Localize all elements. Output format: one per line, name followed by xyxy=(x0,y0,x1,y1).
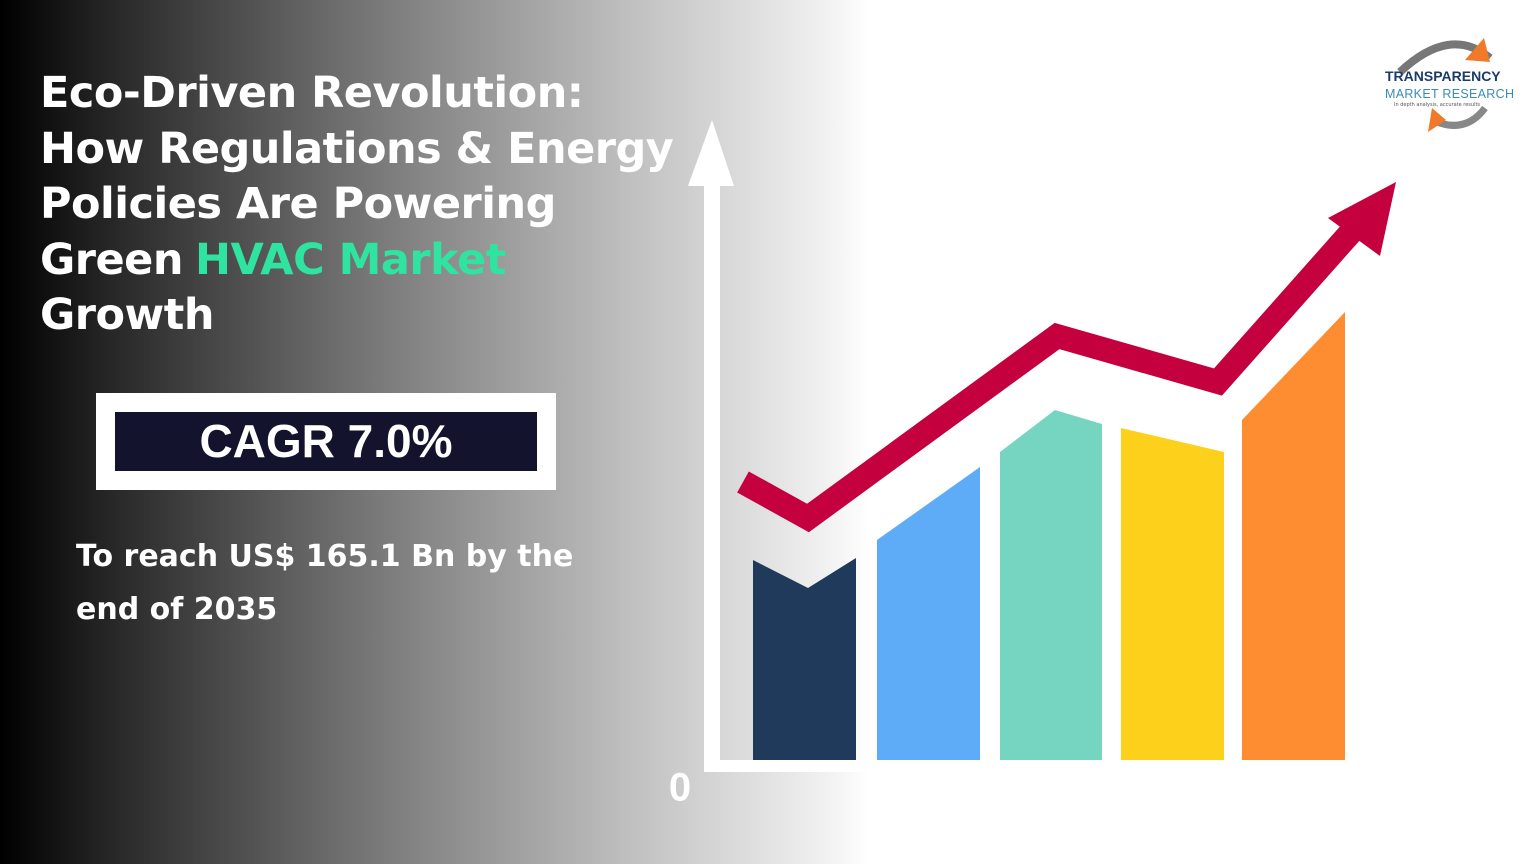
title-highlight: HVAC Market xyxy=(194,234,506,285)
axis-arrowhead xyxy=(688,120,734,186)
logo: TRANSPARENCY MARKET RESEARCH In depth an… xyxy=(1380,40,1520,140)
bar xyxy=(1242,312,1345,760)
logo-name: TRANSPARENCY xyxy=(1385,68,1501,84)
bar xyxy=(877,467,980,760)
logo-tagline: In depth analysis, accurate results xyxy=(1394,102,1481,108)
trend-arrowhead xyxy=(1328,182,1396,256)
title-line: Eco-Driven Revolution: xyxy=(40,68,584,118)
trend-line xyxy=(737,214,1369,533)
logo-subname: MARKET RESEARCH xyxy=(1385,87,1515,101)
cagr-box: CAGR 7.0% xyxy=(96,393,556,490)
y-axis xyxy=(704,170,720,770)
cagr-text: CAGR 7.0% xyxy=(115,412,537,471)
bar xyxy=(1121,428,1224,760)
x-axis xyxy=(704,760,864,772)
title-line: How Regulations & Energy xyxy=(40,123,674,174)
title-line: Green HVAC Market xyxy=(40,233,673,289)
logo-arrow xyxy=(1465,38,1490,62)
title-line: Policies Are Powering xyxy=(40,179,556,229)
bar xyxy=(1000,410,1102,760)
title-line: Growth xyxy=(40,290,214,340)
bar xyxy=(753,558,856,760)
title: Eco-Driven Revolution: How Regulations &… xyxy=(40,66,674,344)
axis-label: 0 xyxy=(669,766,691,810)
logo-arrow xyxy=(1428,108,1446,132)
title-text: Green xyxy=(40,234,183,285)
subtitle: To reach US$ 165.1 Bn by the end of 2035 xyxy=(76,539,574,627)
